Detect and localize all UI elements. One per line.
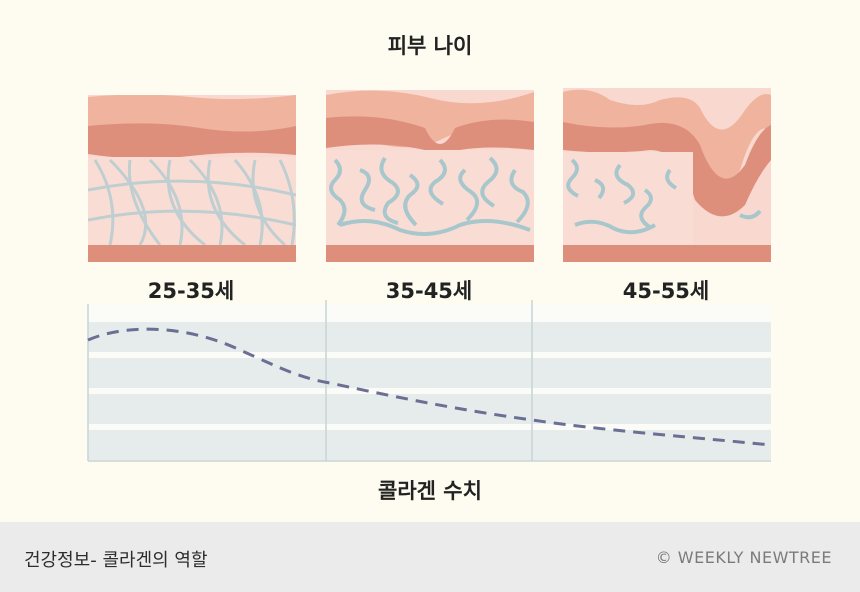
skin-panel-middle <box>326 90 534 262</box>
skin-panel-older <box>563 88 771 262</box>
skin-panel-young <box>88 95 296 262</box>
collagen-level-label: 콜라겐 수치 <box>378 479 482 503</box>
footer-bar: 건강정보- 콜라겐의 역할 © WEEKLY NEWTREE <box>0 522 860 592</box>
chart-band <box>88 430 771 460</box>
collagen-chart <box>87 300 772 462</box>
diagram-title: 피부 나이 <box>387 34 473 58</box>
chart-band <box>88 394 771 424</box>
copyright-text: © WEEKLY NEWTREE <box>655 548 832 567</box>
collagen-curve <box>87 327 772 447</box>
footer-caption: 건강정보- 콜라겐의 역할 <box>24 550 208 571</box>
age-label-2: 35-45세 <box>385 279 473 303</box>
chart-band <box>88 322 771 352</box>
age-label-1: 25-35세 <box>147 279 235 303</box>
age-label-3: 45-55세 <box>622 279 710 303</box>
chart-band <box>88 358 771 388</box>
